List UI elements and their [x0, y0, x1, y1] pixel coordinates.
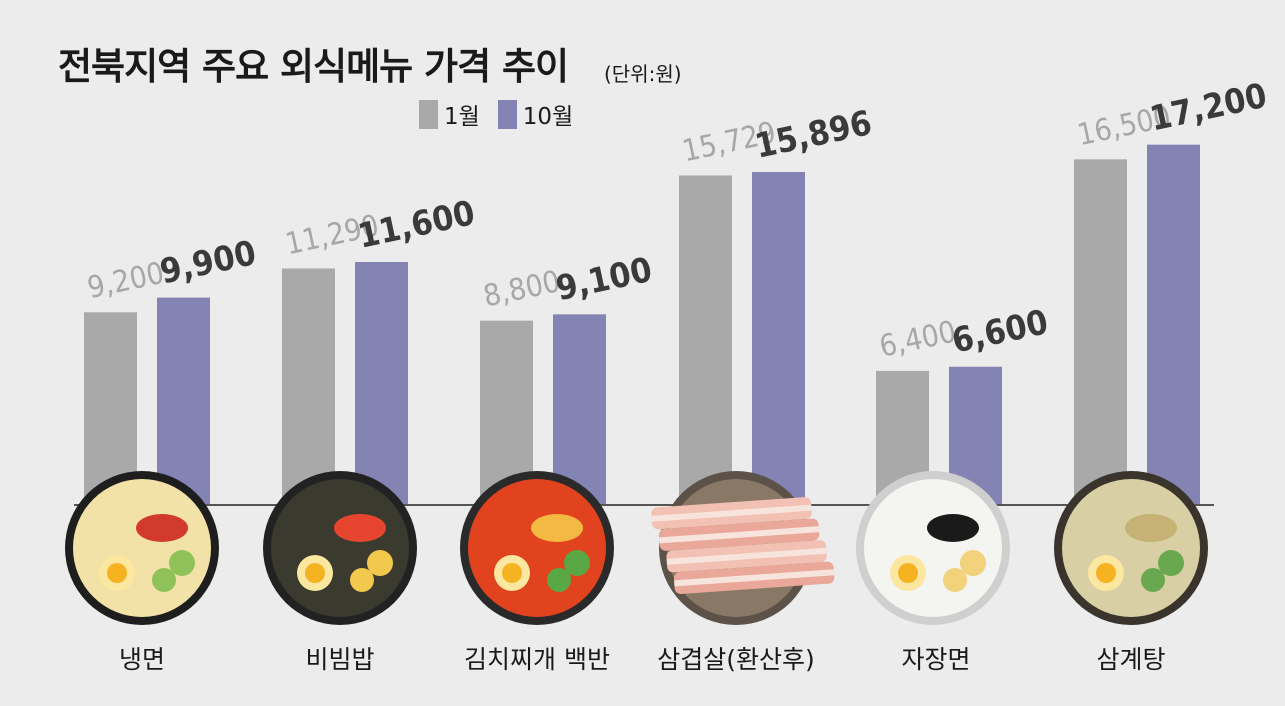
data-label-oct-1: 11,600: [355, 193, 479, 257]
data-label-oct-3: 15,896: [752, 103, 876, 167]
bar-oct-2: [553, 314, 606, 505]
legend-item-oct: 10월: [497, 97, 574, 131]
legend-swatch-jan: [419, 99, 438, 129]
data-label-jan-4: 6,400: [876, 314, 959, 364]
data-label-jan-2: 8,800: [480, 264, 563, 314]
data-label-oct-5: 17,200: [1147, 76, 1271, 140]
bar-jan-5: [1074, 159, 1127, 505]
legend-item-jan: 1월: [419, 97, 480, 131]
bar-jan-3: [679, 175, 732, 505]
chart-title: 전북지역 주요 외식메뉴 가격 추이: [58, 45, 569, 88]
data-label-oct-4: 6,600: [949, 302, 1052, 361]
category-label-2: 김치찌개 백반: [464, 645, 610, 674]
bar-oct-5: [1147, 144, 1200, 505]
kimchi-stew-icon: [460, 471, 614, 625]
bar-jan-1: [282, 268, 335, 505]
data-label-oct-2: 9,100: [553, 250, 656, 309]
bar-oct-3: [752, 171, 805, 505]
category-label-1: 비빔밥: [305, 645, 374, 674]
naengmyeon-icon: [65, 471, 219, 625]
legend-label-oct: 10월: [522, 104, 574, 130]
legend-label-jan: 1월: [444, 104, 480, 130]
data-label-jan-0: 9,200: [84, 256, 167, 306]
chart-unit: (단위:원): [604, 62, 682, 86]
data-label-oct-0: 9,900: [157, 233, 260, 292]
category-label-0: 냉면: [119, 645, 165, 674]
category-label-4: 자장면: [901, 645, 970, 674]
bibimbap-icon: [263, 471, 417, 625]
samgyeopsal-icon: [651, 471, 835, 625]
bar-oct-0: [157, 297, 210, 505]
bar-oct-1: [355, 261, 408, 505]
category-label-3: 삼겹살(환산후): [657, 645, 815, 674]
samgyetang-icon: [1054, 471, 1208, 625]
legend: 1월 10월: [419, 97, 591, 131]
category-label-5: 삼계탕: [1096, 645, 1165, 674]
legend-swatch-oct: [497, 99, 517, 129]
jajangmyeon-icon: [856, 471, 1010, 625]
